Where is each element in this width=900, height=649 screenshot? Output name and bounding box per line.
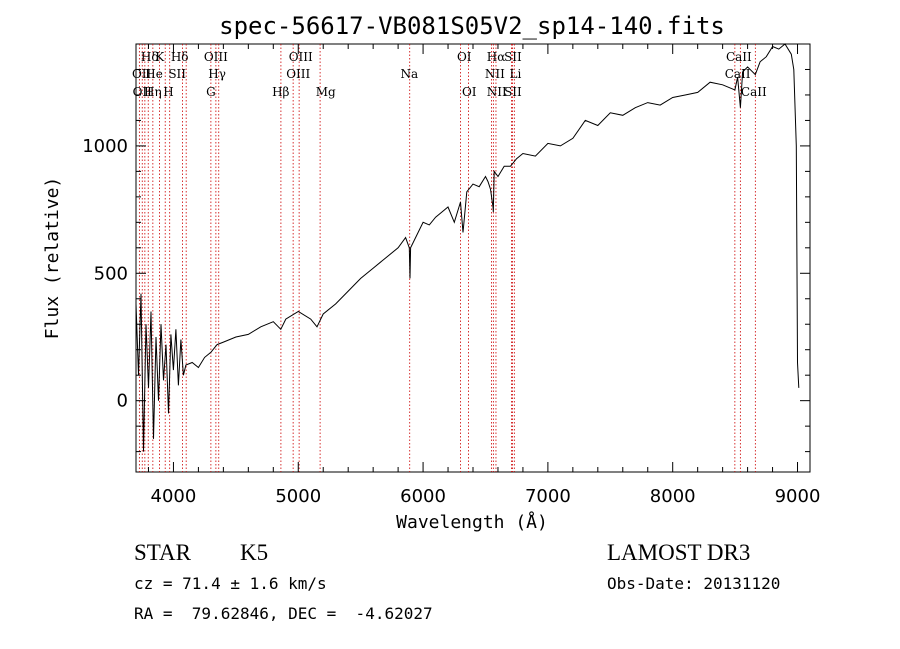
object-subclass: K5 [240, 540, 269, 565]
line-label-row3-1: Hη [144, 85, 162, 99]
line-label-row2-5: Na [401, 67, 419, 81]
line-label-row3-7: NII [487, 85, 507, 99]
line-label-row1-0: Hδ [141, 50, 159, 64]
line-label-row3-8: SII [504, 85, 522, 99]
line-label-row3-0: OII [133, 85, 153, 99]
line-label-row1-4: OIII [289, 50, 313, 64]
line-label-row2-0: OII [132, 67, 152, 81]
x-tick-label-4000: 4000 [151, 486, 197, 507]
x-axis-label: Wavelength (Å) [396, 511, 548, 533]
line-label-row1-6: Hα [487, 50, 506, 64]
y-axis-label: Flux (relative) [42, 177, 63, 340]
line-label-row1-2: Hδ [171, 50, 189, 64]
x-tick-label-5000: 5000 [275, 486, 321, 507]
x-axis-ticks: 4000 5000 6000 7000 8000 9000 [147, 44, 821, 507]
y-axis-ticks: 0 500 1000 [82, 68, 810, 453]
x-tick-label-9000: 9000 [775, 486, 821, 507]
line-label-row1-3: OIII [204, 50, 228, 64]
spectrum-series [135, 43, 800, 452]
redshift-text: cz = 71.4 ± 1.6 km/s [134, 574, 327, 593]
spectrum-line [135, 43, 800, 452]
line-label-row2-2: SII [168, 67, 186, 81]
line-label-row3-6: OI [462, 85, 477, 99]
x-tick-label-8000: 8000 [650, 486, 696, 507]
line-label-row3-2: H [163, 85, 173, 99]
line-label-row2-4: OIII [286, 67, 310, 81]
line-label-row1-1: K [155, 50, 165, 64]
line-label-row2-3: Hγ [208, 67, 226, 81]
y-tick-label-1000: 1000 [82, 136, 128, 157]
x-tick-label-6000: 6000 [400, 486, 446, 507]
line-label-row3-3: G [206, 85, 216, 99]
line-label-row3-9: CaII [741, 85, 767, 99]
obs-date-text: Obs-Date: 20131120 [607, 574, 781, 593]
y-tick-label-500: 500 [94, 263, 128, 284]
line-label-row3-4: Hβ [272, 85, 289, 99]
chart-title: spec-56617-VB081S05V2_sp14-140.fits [219, 12, 725, 40]
plot-frame [135, 43, 811, 473]
line-label-row3-5: Mg [316, 85, 336, 99]
line-label-row1-7: SII [504, 50, 522, 64]
y-tick-label-0: 0 [117, 391, 128, 412]
line-label-row2-6: NII [485, 67, 505, 81]
line-label-row2-7: Li [510, 67, 522, 81]
survey-name: LAMOST DR3 [607, 540, 751, 565]
line-label-row1-8: CaII [726, 50, 752, 64]
coordinates-text: RA = 79.62846, DEC = -4.62027 [134, 604, 433, 623]
x-tick-label-7000: 7000 [525, 486, 571, 507]
object-class: STAR [134, 540, 191, 565]
line-label-row2-1: He [145, 67, 163, 81]
line-markers [138, 44, 756, 472]
line-label-row1-5: OI [457, 50, 472, 64]
